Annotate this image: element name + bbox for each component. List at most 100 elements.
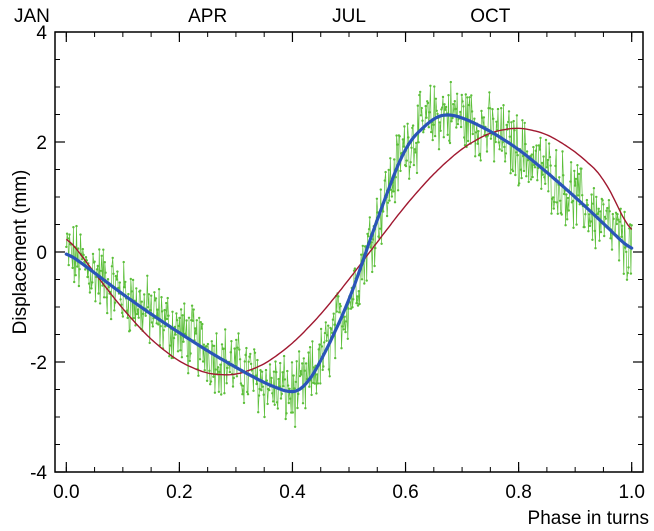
observation-point xyxy=(420,106,423,110)
observation-point xyxy=(562,174,565,177)
observation-point xyxy=(382,210,385,213)
observation-point xyxy=(526,159,530,162)
observation-point xyxy=(419,114,423,117)
observation-point xyxy=(212,375,215,378)
observation-point xyxy=(260,389,263,392)
observation-point xyxy=(534,149,537,152)
observation-point xyxy=(225,382,228,385)
observation-point xyxy=(94,300,97,303)
observation-point xyxy=(592,187,596,190)
observation-point xyxy=(371,270,374,274)
observation-point xyxy=(447,94,450,97)
observation-point xyxy=(265,379,268,382)
observation-point xyxy=(389,188,393,192)
observation-point xyxy=(343,315,346,318)
observation-point xyxy=(328,375,331,378)
observation-point xyxy=(508,135,511,138)
observation-point xyxy=(205,345,208,348)
observation-point xyxy=(339,305,342,308)
observation-point xyxy=(198,358,202,361)
observation-point xyxy=(355,302,358,305)
x-tick-label: 1.0 xyxy=(618,482,644,503)
observation-point xyxy=(554,164,557,168)
observation-point xyxy=(416,104,419,107)
observation-point xyxy=(511,169,515,173)
observation-point xyxy=(393,201,397,204)
observation-point xyxy=(432,123,435,127)
observation-point xyxy=(277,377,280,381)
observation-point xyxy=(235,375,239,378)
observation-point xyxy=(357,290,360,293)
observation-point xyxy=(360,253,363,256)
observation-point xyxy=(603,234,606,238)
observation-point xyxy=(492,117,495,121)
observation-point xyxy=(112,272,115,275)
observation-point xyxy=(86,275,89,279)
observation-point xyxy=(519,168,522,171)
observation-point xyxy=(533,166,537,169)
observation-point xyxy=(127,292,130,296)
observation-point xyxy=(353,267,357,270)
observation-point xyxy=(168,344,172,347)
observation-point xyxy=(588,213,591,216)
month-label: APR xyxy=(188,6,227,27)
observation-point xyxy=(621,224,624,227)
observation-point xyxy=(173,325,176,329)
observation-point xyxy=(165,301,168,305)
observation-point xyxy=(428,111,431,114)
observation-point xyxy=(165,317,169,321)
observation-point xyxy=(574,177,578,181)
axis-ticks xyxy=(55,31,643,473)
observation-point xyxy=(333,323,336,326)
observation-point xyxy=(539,136,542,140)
observation-point xyxy=(275,370,278,374)
observation-point xyxy=(599,230,603,234)
observation-point xyxy=(285,412,288,415)
observation-point xyxy=(606,206,609,210)
observation-point xyxy=(80,258,84,261)
observation-point xyxy=(208,369,211,372)
x-tick-labels: 0.0 0.2 0.4 0.6 0.8 1.0 xyxy=(53,482,645,503)
observation-point xyxy=(143,293,146,296)
observation-point xyxy=(332,312,335,315)
observation-point xyxy=(494,140,497,144)
observation-point xyxy=(573,169,576,173)
observation-point xyxy=(558,176,561,179)
observation-point xyxy=(248,355,251,358)
observation-point xyxy=(325,339,328,342)
observation-point xyxy=(453,100,456,103)
observation-point xyxy=(410,146,413,149)
observation-point xyxy=(84,268,87,271)
observation-point xyxy=(401,138,405,141)
observation-point xyxy=(349,307,353,310)
observation-point xyxy=(598,239,601,242)
observation-point xyxy=(257,411,260,414)
observation-point xyxy=(530,153,533,156)
observation-point xyxy=(435,109,438,113)
observation-point xyxy=(415,141,418,145)
observation-point xyxy=(266,402,269,406)
observation-point xyxy=(263,415,266,419)
observation-point xyxy=(179,308,183,311)
observation-point xyxy=(616,213,619,216)
observation-point xyxy=(253,348,256,351)
observation-point xyxy=(507,120,510,124)
observation-point xyxy=(90,287,93,290)
y-tick-label: 0 xyxy=(36,243,47,264)
plot-frame xyxy=(54,31,644,473)
observation-point xyxy=(163,308,166,312)
observation-point xyxy=(205,379,209,382)
observation-point xyxy=(307,351,310,354)
observation-point xyxy=(427,126,430,129)
observation-point xyxy=(98,302,102,305)
observation-point xyxy=(308,385,311,388)
observation-point xyxy=(467,103,471,107)
observation-point xyxy=(166,296,169,300)
observation-point xyxy=(274,360,277,363)
observation-point xyxy=(273,403,276,406)
observation-point xyxy=(337,295,340,298)
observation-point xyxy=(319,327,323,331)
observation-point xyxy=(525,150,529,153)
observation-point xyxy=(345,320,348,323)
observation-point xyxy=(176,350,180,353)
